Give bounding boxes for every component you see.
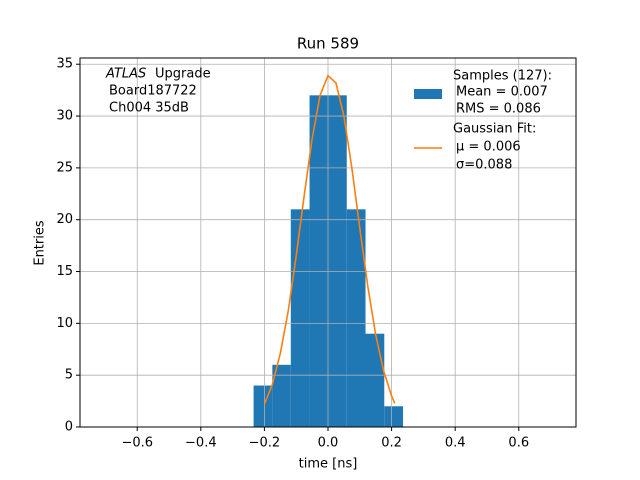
x-tick-label: 0.2 xyxy=(381,436,402,451)
legend-stat: RMS = 0.086 xyxy=(456,102,541,117)
y-tick-label: 35 xyxy=(56,57,73,72)
y-tick-label: 20 xyxy=(56,212,73,227)
bar xyxy=(290,209,310,427)
legend-patch xyxy=(414,89,442,99)
bar xyxy=(365,333,385,427)
x-tick-label: 0.4 xyxy=(445,436,466,451)
x-tick-label: 0.0 xyxy=(318,436,339,451)
chart-title: Run 589 xyxy=(297,35,359,53)
y-tick-label: 5 xyxy=(65,368,73,383)
fit-line xyxy=(263,74,396,405)
bar xyxy=(309,95,328,427)
bar xyxy=(384,406,404,427)
x-tick-label: −0.2 xyxy=(249,436,281,451)
bar xyxy=(272,364,291,427)
y-tick-label: 25 xyxy=(56,160,73,175)
bar xyxy=(328,95,347,427)
annotation-experiment: ATLAS xyxy=(105,67,146,82)
legend-label: Gaussian Fit: xyxy=(453,122,536,137)
x-axis-label: time [ns] xyxy=(299,457,358,472)
annotation-text: Upgrade xyxy=(155,67,211,82)
x-tick-label: −0.4 xyxy=(185,436,217,451)
y-tick-label: 0 xyxy=(65,420,73,435)
annotation-line: Board187722 xyxy=(109,84,197,99)
x-tick-label: 0.6 xyxy=(508,436,529,451)
legend-stat: σ=0.088 xyxy=(456,158,512,173)
legend-label: Samples (127): xyxy=(453,69,552,84)
y-tick-label: 30 xyxy=(56,109,73,124)
annotation-line: Ch004 35dB xyxy=(109,101,189,116)
x-tick-label: −0.6 xyxy=(121,436,153,451)
y-tick-label: 15 xyxy=(56,264,73,279)
y-axis-label: Entries xyxy=(33,220,48,266)
y-tick-label: 10 xyxy=(56,316,73,331)
legend-stat: μ = 0.006 xyxy=(456,140,521,155)
legend-stat: Mean = 0.007 xyxy=(456,85,548,100)
bar xyxy=(346,209,366,427)
